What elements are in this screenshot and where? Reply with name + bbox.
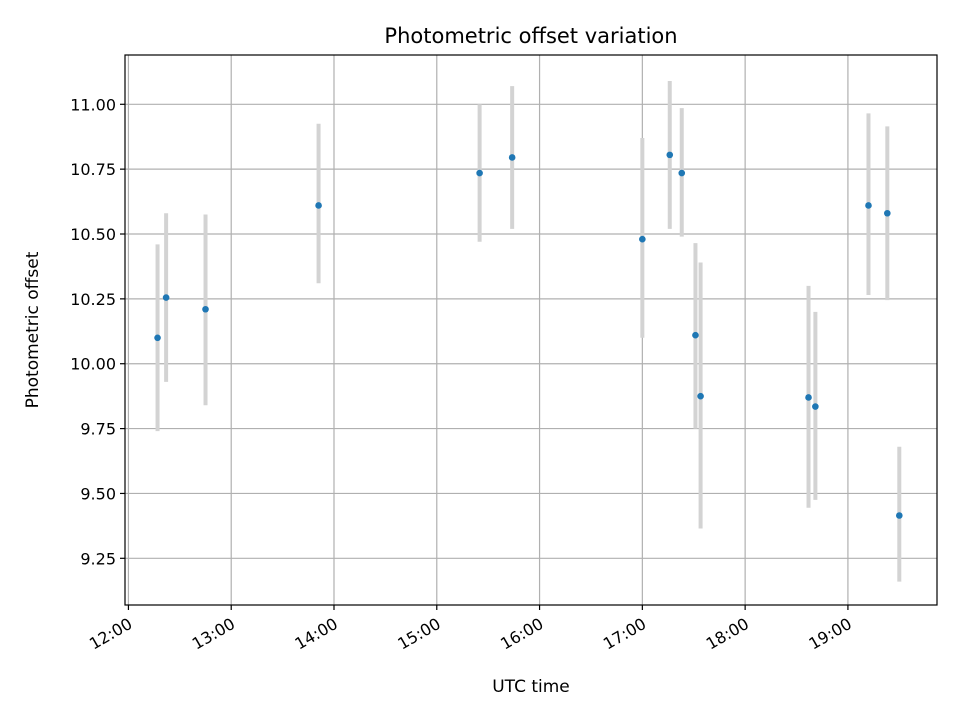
y-axis-label: Photometric offset: [23, 251, 43, 408]
y-tick-label: 10.25: [70, 290, 116, 309]
x-axis-label: UTC time: [492, 677, 570, 697]
data-point: [315, 202, 322, 209]
y-tick-label: 9.25: [80, 549, 116, 568]
data-point: [805, 394, 812, 401]
data-point: [865, 202, 872, 209]
data-point: [884, 209, 891, 217]
y-tick-label: 9.50: [80, 484, 116, 503]
y-tick-label: 11.00: [70, 95, 116, 114]
plot-frame: [124, 54, 938, 606]
y-tick-label: 10.00: [70, 355, 116, 374]
data-point: [666, 151, 674, 159]
data-point: [476, 169, 483, 177]
data-point: [508, 154, 516, 161]
chart-title: Photometric offset variation: [384, 24, 677, 48]
data-point: [812, 403, 819, 410]
y-tick-label: 9.75: [80, 420, 116, 439]
data-point: [697, 392, 704, 400]
data-point: [678, 169, 686, 177]
data-point: [162, 294, 170, 301]
grid: [125, 55, 937, 605]
data-point: [202, 305, 209, 313]
y-tick-label: 10.50: [70, 225, 116, 244]
y-tick-label: 10.75: [70, 160, 116, 179]
data-point: [692, 331, 699, 339]
data-point: [154, 334, 161, 342]
data-point: [639, 235, 646, 243]
data-points: [154, 151, 903, 519]
data-point: [896, 512, 903, 519]
